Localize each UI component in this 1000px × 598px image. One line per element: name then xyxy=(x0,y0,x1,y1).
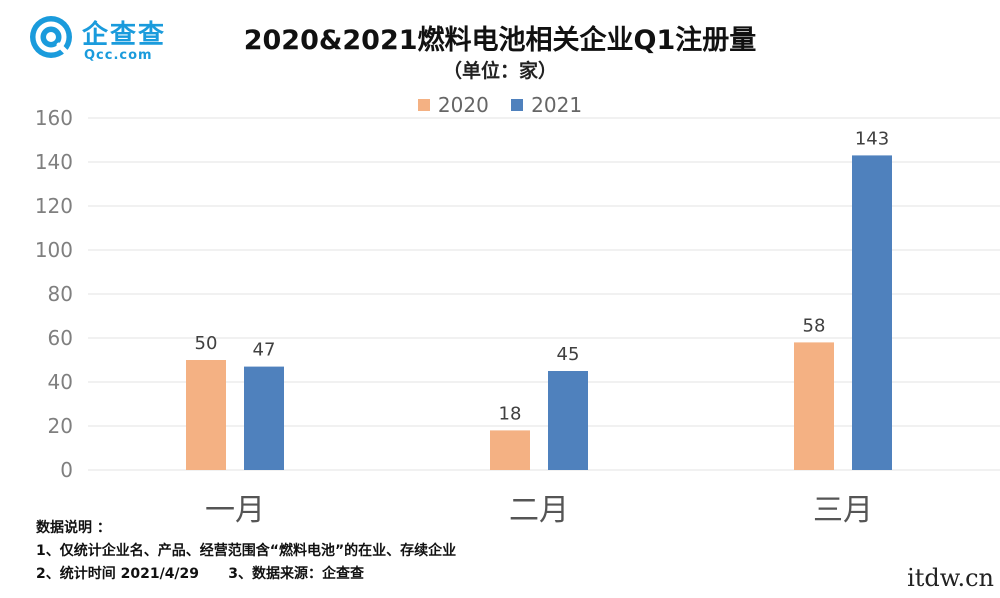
y-tick-label: 20 xyxy=(48,414,73,438)
watermark: itdw.cn xyxy=(907,564,994,592)
notes-heading: 数据说明 ： xyxy=(36,520,111,536)
legend-swatch-2020 xyxy=(417,99,430,111)
y-tick-label: 100 xyxy=(35,238,73,262)
chart-subtitle: （单位：家） xyxy=(442,60,557,82)
y-tick-label: 80 xyxy=(48,282,73,306)
y-tick-label: 0 xyxy=(60,458,73,482)
legend-item-2020: 2020 xyxy=(417,93,489,117)
data-notes: 数据说明 ： 1、仅统计企业名、产品、经营范围含“燃料电池”的在业、存续企业 2… xyxy=(36,517,456,586)
chart-title: 2020&2021燃料电池相关企业Q1注册量 xyxy=(243,25,757,56)
data-label-2021: 45 xyxy=(557,344,580,365)
bar-2021 xyxy=(852,155,892,470)
data-label-2020: 18 xyxy=(499,403,522,424)
legend-label-2020: 2020 xyxy=(437,93,489,117)
logo-name: 企查查 xyxy=(82,20,167,50)
notes-line-1: 1、仅统计企业名、产品、经营范围含“燃料电池”的在业、存续企业 xyxy=(36,543,457,559)
y-tick-label: 60 xyxy=(48,326,73,350)
logo-domain: Qcc.com xyxy=(84,48,153,63)
y-tick-label: 40 xyxy=(48,370,73,394)
y-tick-label: 120 xyxy=(35,194,73,218)
legend-item-2021: 2021 xyxy=(511,93,582,117)
x-tick-label: 一月 xyxy=(205,493,265,528)
data-label-2020: 58 xyxy=(803,315,826,336)
y-tick-label: 160 xyxy=(35,106,73,130)
chart-legend: 2020 2021 xyxy=(0,92,1000,117)
x-tick-label: 三月 xyxy=(813,493,873,528)
bar-2021 xyxy=(548,371,588,470)
notes-line-2: 2、统计时间 2021/4/29 3、数据来源：企查查 xyxy=(36,566,365,582)
legend-label-2021: 2021 xyxy=(531,93,583,117)
qcc-logo-icon xyxy=(30,16,72,58)
data-label-2021: 47 xyxy=(253,340,276,361)
data-label-2021: 143 xyxy=(855,128,889,149)
data-label-2020: 50 xyxy=(195,333,218,354)
y-tick-label: 140 xyxy=(35,150,73,174)
bar-2020 xyxy=(490,430,530,470)
x-tick-label: 二月 xyxy=(509,493,569,528)
legend-swatch-2021 xyxy=(511,99,524,111)
qcc-logo: 企查查 Qcc.com xyxy=(28,12,188,68)
bar-2020 xyxy=(794,342,834,470)
bar-2020 xyxy=(186,360,226,470)
bar-2021 xyxy=(244,366,284,470)
